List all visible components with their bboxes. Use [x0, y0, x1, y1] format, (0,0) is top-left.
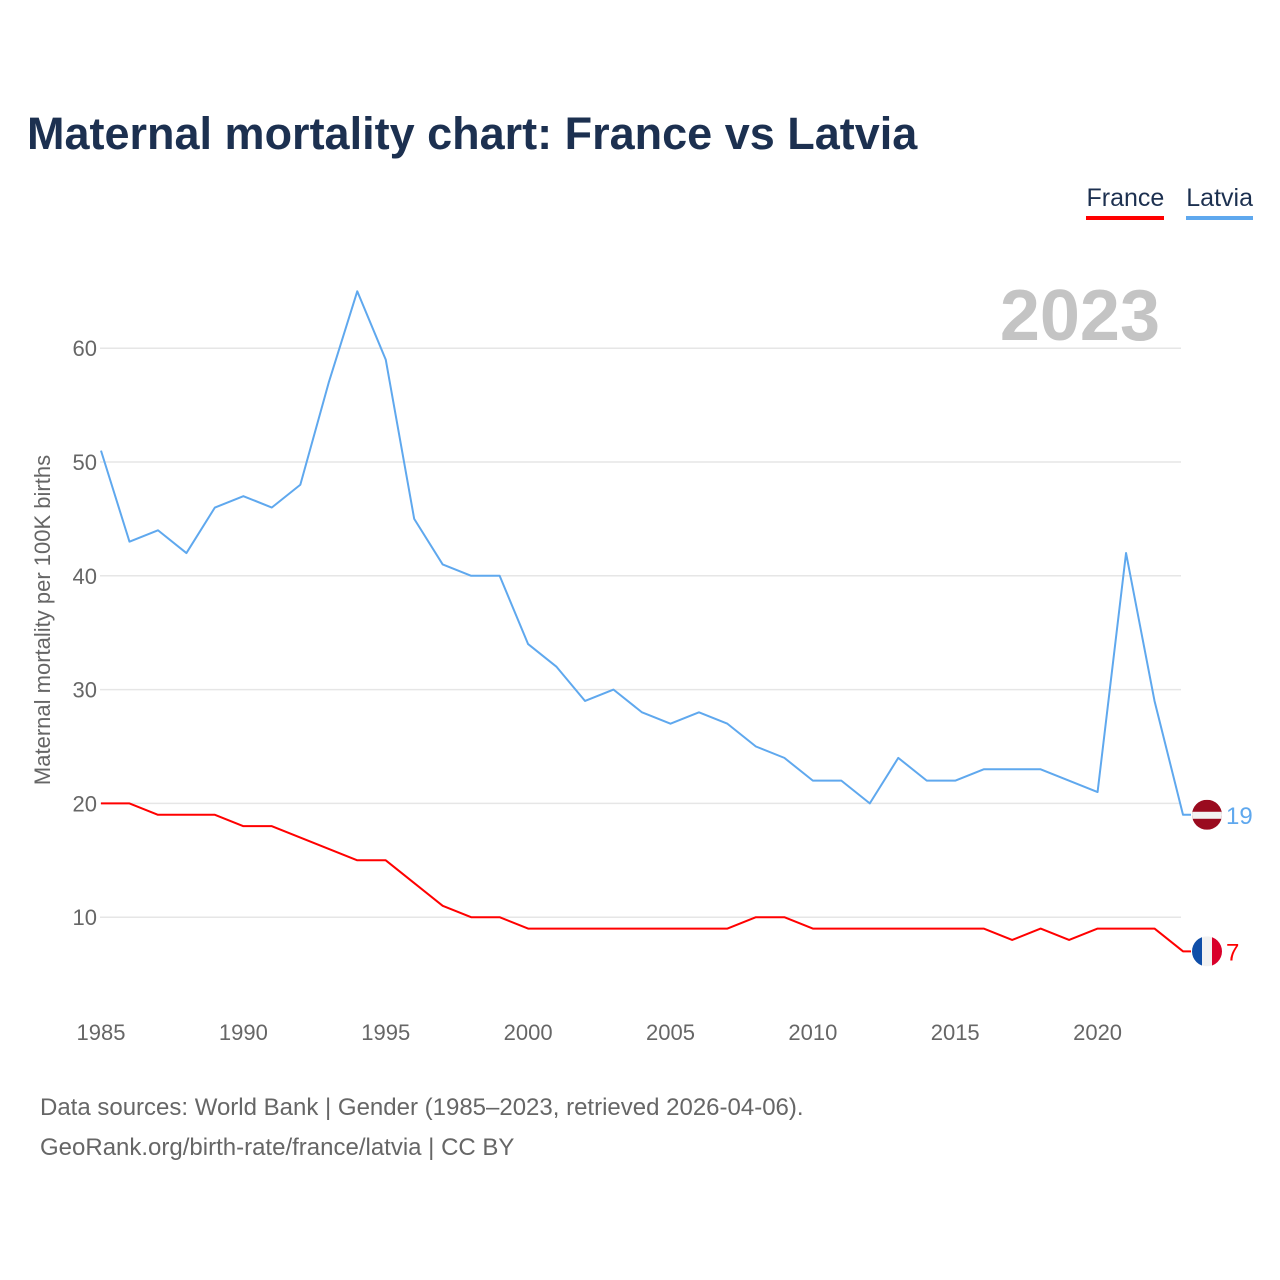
series-line-latvia [100, 290, 1191, 816]
x-tick-label: 1995 [361, 1020, 410, 1045]
y-tick-label: 60 [73, 336, 97, 361]
x-tick-label: 2005 [646, 1020, 695, 1045]
y-axis-label: Maternal mortality per 100K births [30, 455, 55, 785]
y-tick-label: 10 [73, 905, 97, 930]
x-tick-label: 1990 [219, 1020, 268, 1045]
line-chart: 10 20 30 40 50 60 1985 1990 1995 2000 2005 2010 2015… [30, 276, 1253, 1045]
legend-france[interactable]: France [1086, 184, 1165, 220]
y-tick-label: 20 [73, 791, 97, 816]
y-tick-label: 50 [73, 450, 97, 475]
legend-latvia[interactable]: Latvia [1186, 184, 1253, 220]
y-tick-label: 40 [73, 564, 97, 589]
france-flag-icon [1192, 936, 1222, 967]
end-label-latvia: 19 [1226, 803, 1253, 830]
source-link[interactable]: GeoRank.org/birth-rate/france/latvia | C… [40, 1134, 515, 1161]
legend: France Latvia [1086, 184, 1253, 220]
data-source: Data sources: World Bank | Gender (1985–… [40, 1094, 804, 1121]
x-tick-label: 2015 [931, 1020, 980, 1045]
chart-title: Maternal mortality chart: France vs Latv… [27, 108, 918, 159]
footer: Data sources: World Bank | Gender (1985–… [40, 1088, 804, 1168]
x-tick-label: 2000 [504, 1020, 553, 1045]
y-tick-label: 30 [73, 678, 97, 703]
x-tick-label: 2020 [1073, 1020, 1122, 1045]
latvia-flag-icon [1192, 799, 1222, 830]
x-tick-label: 1985 [77, 1020, 126, 1045]
series-line-france [101, 802, 1191, 953]
x-tick-label: 2010 [788, 1020, 837, 1045]
year-label: 2023 [1000, 276, 1160, 356]
end-label-france: 7 [1226, 939, 1239, 966]
